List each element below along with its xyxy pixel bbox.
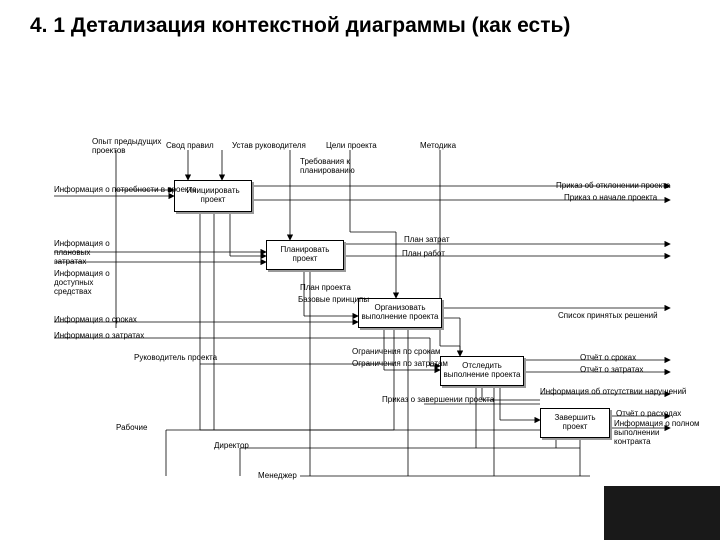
process-node: Организовать выполнение проекта: [358, 298, 442, 328]
flow-label: Информация о потребности в проекте: [54, 186, 197, 195]
flow-label: Отчёт о сроках: [580, 354, 636, 363]
process-node: Планировать проект: [266, 240, 344, 270]
flow-label: План работ: [402, 250, 445, 259]
flow-label: Опыт предыдущих проектов: [92, 138, 161, 156]
flow-label: Ограничения по срокам: [352, 348, 441, 357]
flow-label: Список принятых решений: [558, 312, 658, 321]
flow-label: Отчёт о расходах: [616, 410, 681, 419]
flow-label: Менеджер: [258, 472, 297, 481]
process-node: Отследить выполнение проекта: [440, 356, 524, 386]
flow-label: Приказ об отклонении проекта: [556, 182, 670, 191]
flow-label: Цели проекта: [326, 142, 377, 151]
flow-label: Требования к планированию: [300, 158, 355, 176]
flow-label: Директор: [214, 442, 249, 451]
flow-label: Методика: [420, 142, 456, 151]
flow-label: Свод правил: [166, 142, 214, 151]
flow-label: План затрат: [404, 236, 450, 245]
flow-label: Руководитель проекта: [134, 354, 217, 363]
flow-label: Ограничения по затратам: [352, 360, 448, 369]
flow-label: Отчёт о затратах: [580, 366, 643, 375]
flow-label: Устав руководителя: [232, 142, 306, 151]
flow-label: Информация о сроках: [54, 316, 137, 325]
page-title: 4. 1 Детализация контекстной диаграммы (…: [30, 14, 590, 38]
flow-label: Приказ о начале проекта: [564, 194, 657, 203]
flow-label: Информация об отсутствии нарушений: [540, 388, 686, 397]
process-node: Завершить проект: [540, 408, 610, 438]
flow-label: План проекта: [300, 284, 351, 293]
flow-label: Информация о полном выполнении контракта: [614, 420, 700, 446]
flow-label: Информация о затратах: [54, 332, 144, 341]
flow-label: Информация о плановых затратах: [54, 240, 110, 266]
flow-label: Информация о доступных средствах: [54, 270, 110, 296]
flow-label: Приказ о завершении проекта: [382, 396, 494, 405]
accent-block: [604, 486, 720, 540]
flow-label: Рабочие: [116, 424, 147, 433]
flow-label: Базовые принципы: [298, 296, 369, 305]
